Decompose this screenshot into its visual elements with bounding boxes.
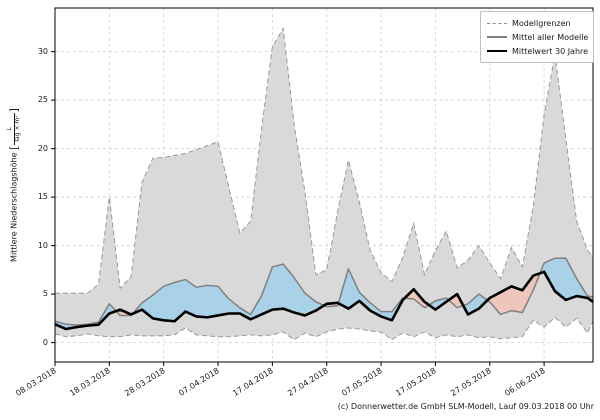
y-axis-unit-denominator: Tag × m² (14, 113, 21, 145)
legend-label: Modellgrenzen (512, 18, 571, 28)
black-line-sample-icon (487, 49, 507, 53)
model-mean-above-climate-fill (428, 297, 449, 310)
y-tick-label: 10 (37, 240, 48, 250)
legend-item-modellgrenzen: Modellgrenzen (487, 16, 587, 30)
model-mean-above-climate-fill (540, 258, 593, 302)
upper-model-bound-line (55, 26, 594, 294)
model-mean-line (54, 257, 594, 326)
model-mean-above-climate-fill (463, 294, 488, 315)
y-axis-unit-bracket-close: ] (7, 108, 21, 113)
legend-label: Mittelwert 30 Jahre (512, 46, 589, 56)
dashed-line-sample-icon (487, 22, 507, 24)
lower-model-bound-line (54, 316, 594, 341)
y-tick-label: 5 (42, 289, 48, 299)
gray-line-sample-icon (487, 36, 507, 38)
model-mean-above-climate-fill (132, 264, 324, 322)
y-axis-unit-numerator: L (6, 127, 13, 131)
axes-frame (54, 7, 594, 363)
y-tick-label: 25 (37, 95, 48, 105)
y-tick-label: 20 (37, 143, 48, 153)
legend: Modellgrenzen Mittel aller Modelle Mitte… (480, 11, 594, 63)
y-tick-label: 0 (42, 337, 48, 347)
y-tick-label: 30 (37, 46, 48, 56)
legend-label: Mittel aller Modelle (512, 32, 589, 42)
y-axis-unit-fraction: L Tag × m² (6, 113, 21, 145)
model-range-band (55, 28, 593, 340)
y-axis-label-text: Mittlere Niederschlagshöhe (9, 149, 19, 262)
model-mean-below-climate-fill (487, 273, 541, 315)
copyright-caption: (c) Donnerwetter.de GmbH SLM-Modell, Lau… (337, 402, 594, 411)
y-axis-unit-bracket-open: [ (7, 145, 21, 150)
legend-item-mittelwert-30-jahre: Mittelwert 30 Jahre (487, 44, 589, 58)
model-mean-below-climate-fill (448, 294, 464, 308)
legend-item-mittel-aller-modelle: Mittel aller Modelle (487, 30, 589, 44)
climate-mean-30y-line (54, 270, 594, 331)
y-tick-label: 15 (37, 192, 48, 202)
y-axis-label: Mittlere Niederschlagshöhe [L Tag × m²] (6, 55, 25, 315)
